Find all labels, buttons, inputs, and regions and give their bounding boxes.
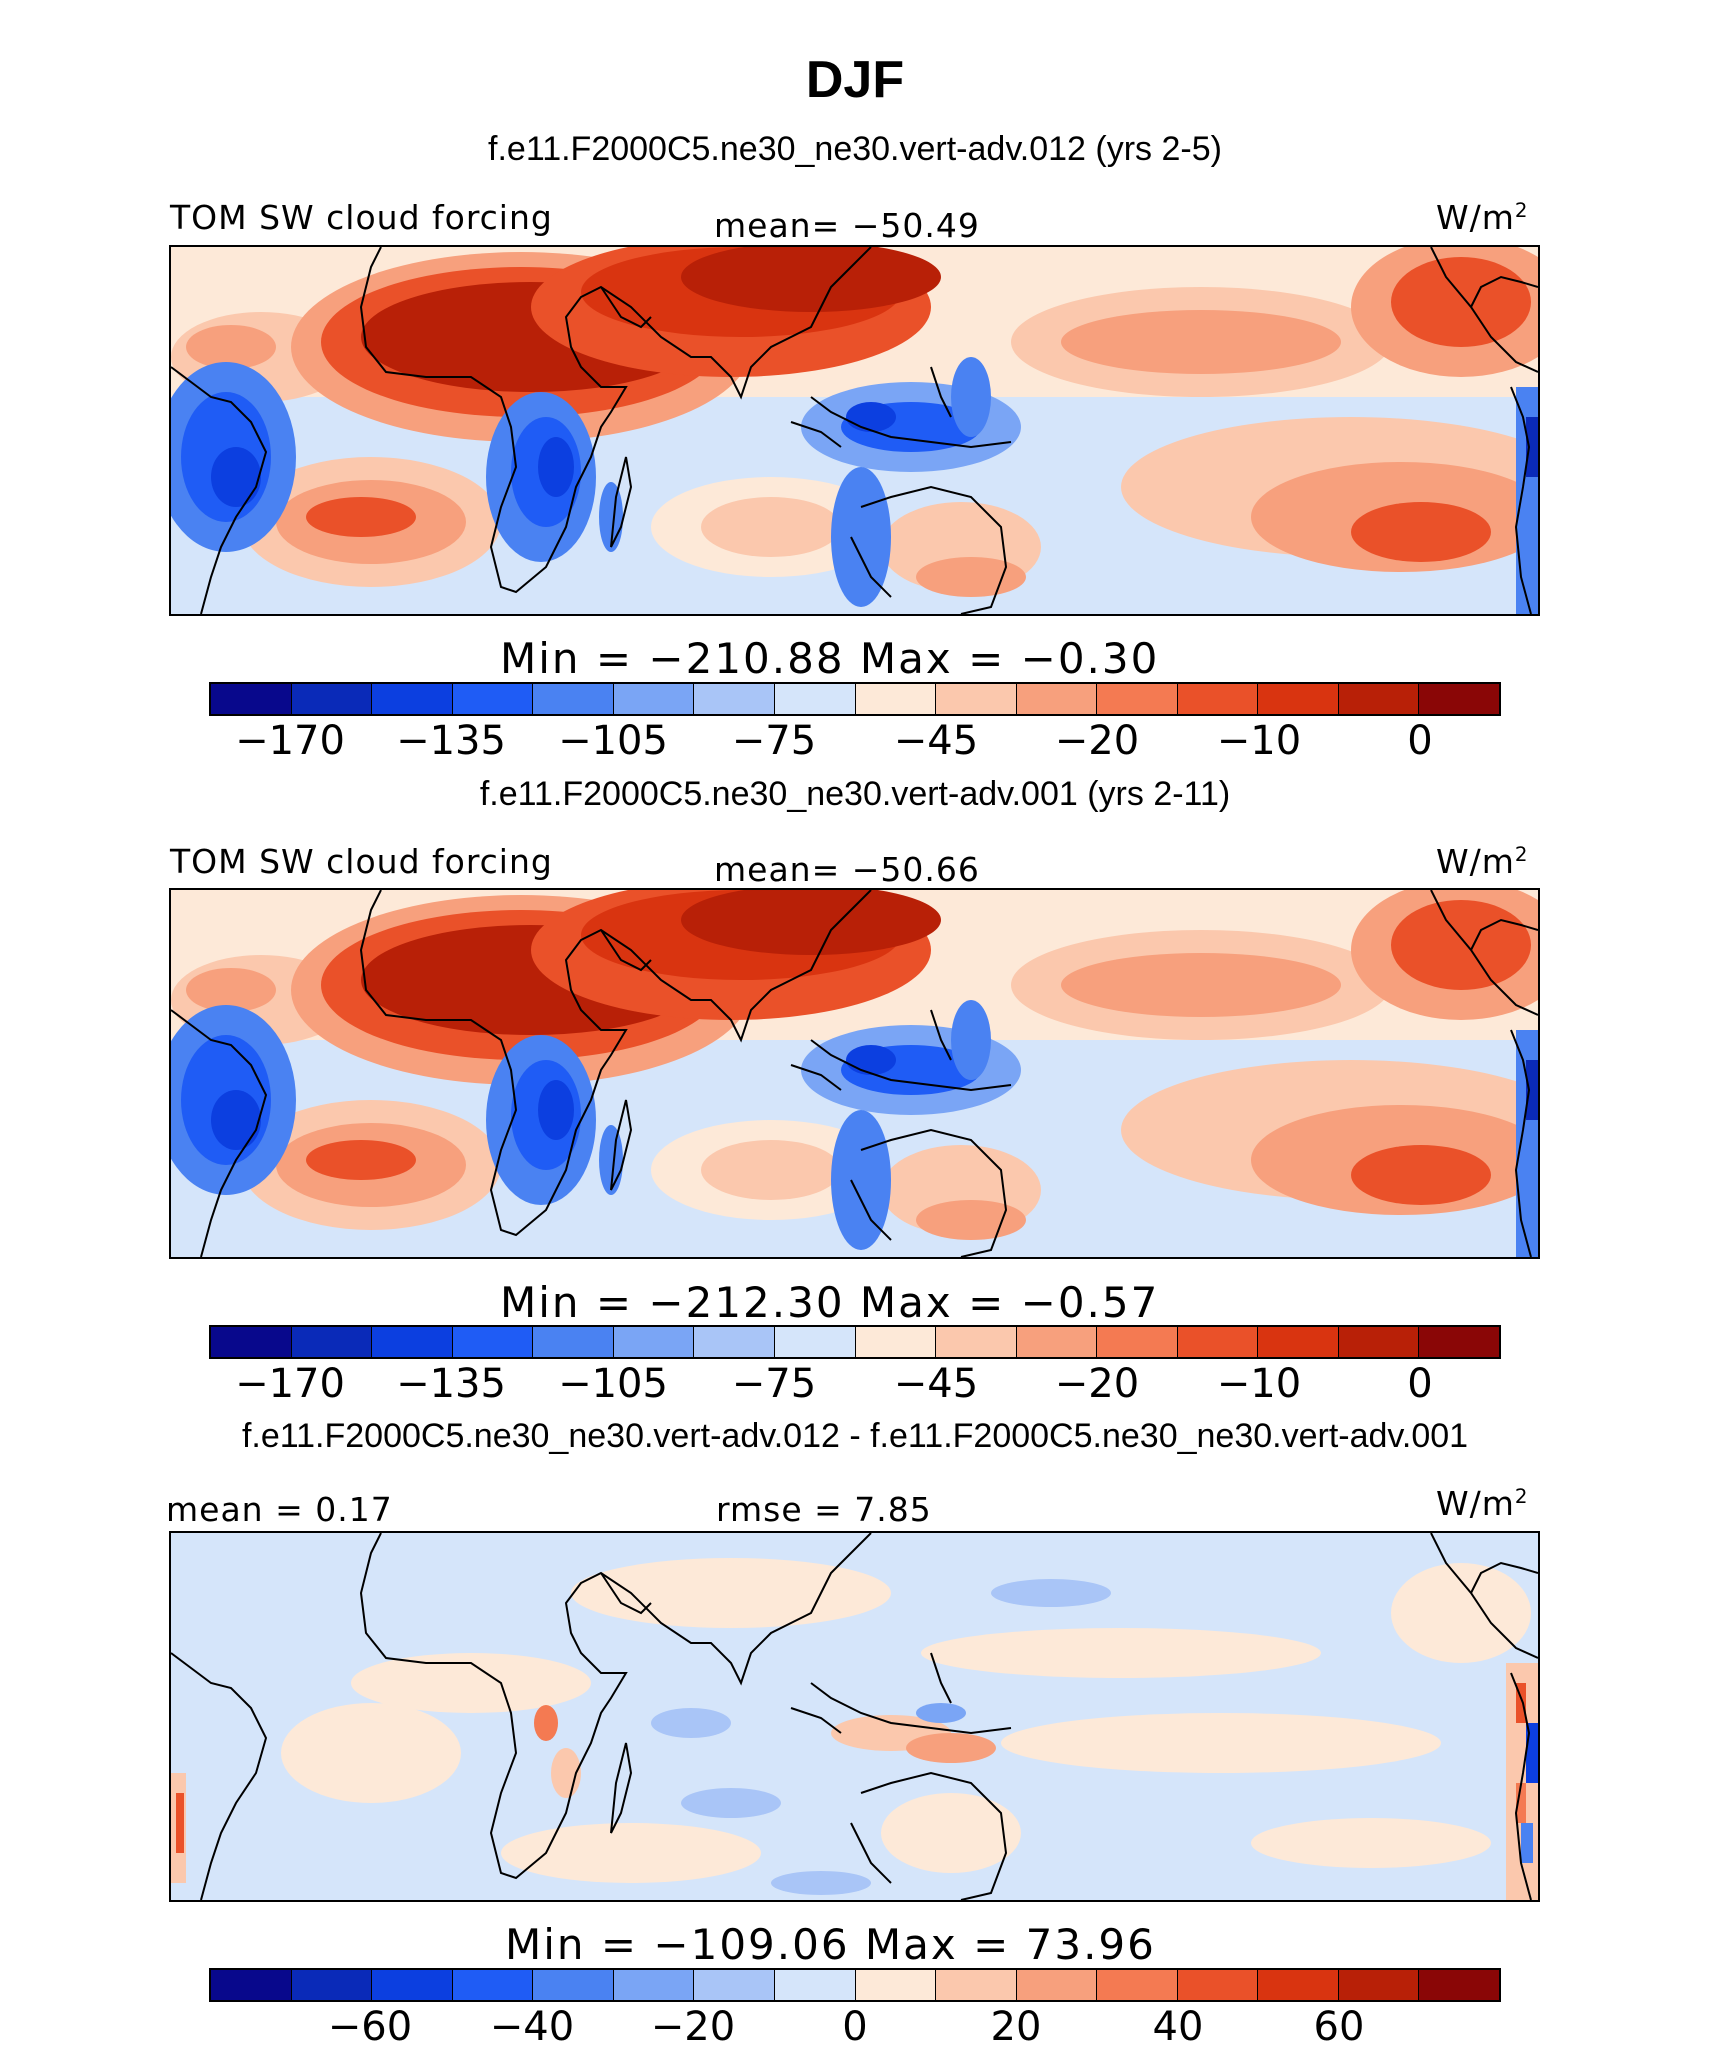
colorbar-box: [936, 1970, 1017, 2000]
panel-1-case-title: f.e11.F2000C5.ne30_ne30.vert-adv.012 (yr…: [488, 130, 1222, 168]
colorbar-box: [936, 684, 1017, 714]
panel-2-colorbar-tick: −170: [235, 1361, 345, 1407]
panel-1-colorbar-tick: −170: [235, 718, 345, 764]
colorbar-box: [452, 684, 534, 714]
panel-2-colorbar-tick: −75: [731, 1361, 817, 1407]
figure-title: DJF: [805, 51, 905, 109]
panel-1-colorbar-tick: −10: [1216, 718, 1302, 764]
panel-1-colorbar-tick: −105: [558, 718, 668, 764]
panel-2-variable-label: TOM SW cloud forcing: [170, 842, 553, 881]
panel-2-units-label: W/m2: [1436, 842, 1529, 881]
colorbar-box: [1258, 684, 1339, 714]
colorbar-box: [1419, 1327, 1499, 1357]
colorbar-box: [613, 1327, 695, 1357]
colorbar-box: [613, 684, 695, 714]
panel-2-map: [169, 888, 1540, 1259]
panel-1-field: [171, 247, 1538, 614]
colorbar-box: [694, 1327, 775, 1357]
panel-1-mean-label: mean= −50.49: [714, 206, 980, 245]
panel-3-colorbar-tick: 20: [990, 2004, 1042, 2050]
panel-1-colorbar-tick: −135: [396, 718, 506, 764]
colorbar-box: [1338, 1970, 1420, 2000]
colorbar-box: [211, 684, 292, 714]
panel-3-minmax: Min = −109.06 Max = 73.96: [505, 1920, 1156, 1969]
panel-3-colorbar: [209, 1968, 1501, 2002]
colorbar-box: [1097, 1970, 1178, 2000]
panel-2-colorbar-tick: −45: [893, 1361, 979, 1407]
panel-2-colorbar-tick: 0: [1407, 1361, 1433, 1407]
colorbar-box: [1016, 1327, 1098, 1357]
colorbar-box: [1097, 684, 1178, 714]
panel-1-minmax: Min = −210.88 Max = −0.30: [500, 634, 1160, 683]
panel-3-map: [169, 1531, 1540, 1902]
colorbar-box: [211, 1970, 292, 2000]
colorbar-box: [613, 1970, 695, 2000]
colorbar-box: [372, 1327, 453, 1357]
panel-3-colorbar-tick: 0: [842, 2004, 868, 2050]
colorbar-box: [291, 1327, 373, 1357]
colorbar-box: [452, 1970, 534, 2000]
colorbar-box: [855, 1970, 937, 2000]
panel-3-colorbar-tick: −60: [327, 2004, 413, 2050]
panel-2-field: [171, 890, 1538, 1257]
colorbar-box: [533, 1970, 614, 2000]
colorbar-box: [211, 1327, 292, 1357]
colorbar-box: [452, 1327, 534, 1357]
panel-1-map: [169, 245, 1540, 616]
colorbar-box: [1177, 1327, 1259, 1357]
colorbar-box: [774, 1970, 856, 2000]
panel-2-case-title: f.e11.F2000C5.ne30_ne30.vert-adv.001 (yr…: [479, 775, 1231, 813]
panel-1-colorbar-tick: −20: [1054, 718, 1140, 764]
colorbar-box: [855, 1327, 937, 1357]
panel-2-colorbar: [209, 1325, 1501, 1359]
panel-3-mean-label: mean = 0.17: [166, 1490, 393, 1529]
colorbar-box: [936, 1327, 1017, 1357]
panel-2-colorbar-tick: −135: [396, 1361, 506, 1407]
colorbar-box: [694, 684, 775, 714]
colorbar-box: [533, 684, 614, 714]
colorbar-box: [291, 684, 373, 714]
colorbar-box: [774, 1327, 856, 1357]
panel-3-colorbar-tick: −20: [650, 2004, 736, 2050]
panel-1-units-label: W/m2: [1436, 198, 1529, 237]
colorbar-box: [1177, 684, 1259, 714]
panel-2-minmax: Min = −212.30 Max = −0.57: [500, 1278, 1160, 1327]
colorbar-box: [1338, 684, 1420, 714]
panel-1-colorbar: [209, 682, 1501, 716]
colorbar-box: [774, 684, 856, 714]
panel-2-colorbar-tick: −105: [558, 1361, 668, 1407]
panel-3-rmse-label: rmse = 7.85: [716, 1490, 932, 1529]
panel-3-colorbar-tick: 60: [1313, 2004, 1365, 2050]
colorbar-box: [1016, 1970, 1098, 2000]
colorbar-box: [291, 1970, 373, 2000]
panel-1-variable-label: TOM SW cloud forcing: [170, 198, 553, 237]
colorbar-box: [1177, 1970, 1259, 2000]
panel-3-colorbar-tick: 40: [1152, 2004, 1204, 2050]
colorbar-box: [694, 1970, 775, 2000]
colorbar-box: [1258, 1970, 1339, 2000]
panel-1-colorbar-tick: 0: [1407, 718, 1433, 764]
colorbar-box: [372, 1970, 453, 2000]
panel-2-colorbar-tick: −20: [1054, 1361, 1140, 1407]
panel-3-units-label: W/m2: [1436, 1484, 1529, 1523]
colorbar-box: [372, 684, 453, 714]
colorbar-box: [1419, 1970, 1499, 2000]
colorbar-box: [1419, 684, 1499, 714]
colorbar-box: [533, 1327, 614, 1357]
panel-1-colorbar-tick: −45: [893, 718, 979, 764]
colorbar-box: [1097, 1327, 1178, 1357]
colorbar-box: [855, 684, 937, 714]
panel-3-colorbar-tick: −40: [489, 2004, 575, 2050]
colorbar-box: [1338, 1327, 1420, 1357]
panel-3-case-title: f.e11.F2000C5.ne30_ne30.vert-adv.012 - f…: [241, 1417, 1469, 1455]
colorbar-box: [1258, 1327, 1339, 1357]
panel-1-colorbar-tick: −75: [731, 718, 817, 764]
panel-3-field: [171, 1533, 1538, 1900]
panel-2-colorbar-tick: −10: [1216, 1361, 1302, 1407]
colorbar-box: [1016, 684, 1098, 714]
panel-2-mean-label: mean= −50.66: [714, 850, 980, 889]
